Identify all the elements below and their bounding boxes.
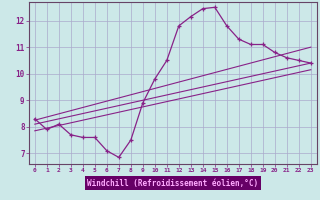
- X-axis label: Windchill (Refroidissement éolien,°C): Windchill (Refroidissement éolien,°C): [87, 179, 258, 188]
